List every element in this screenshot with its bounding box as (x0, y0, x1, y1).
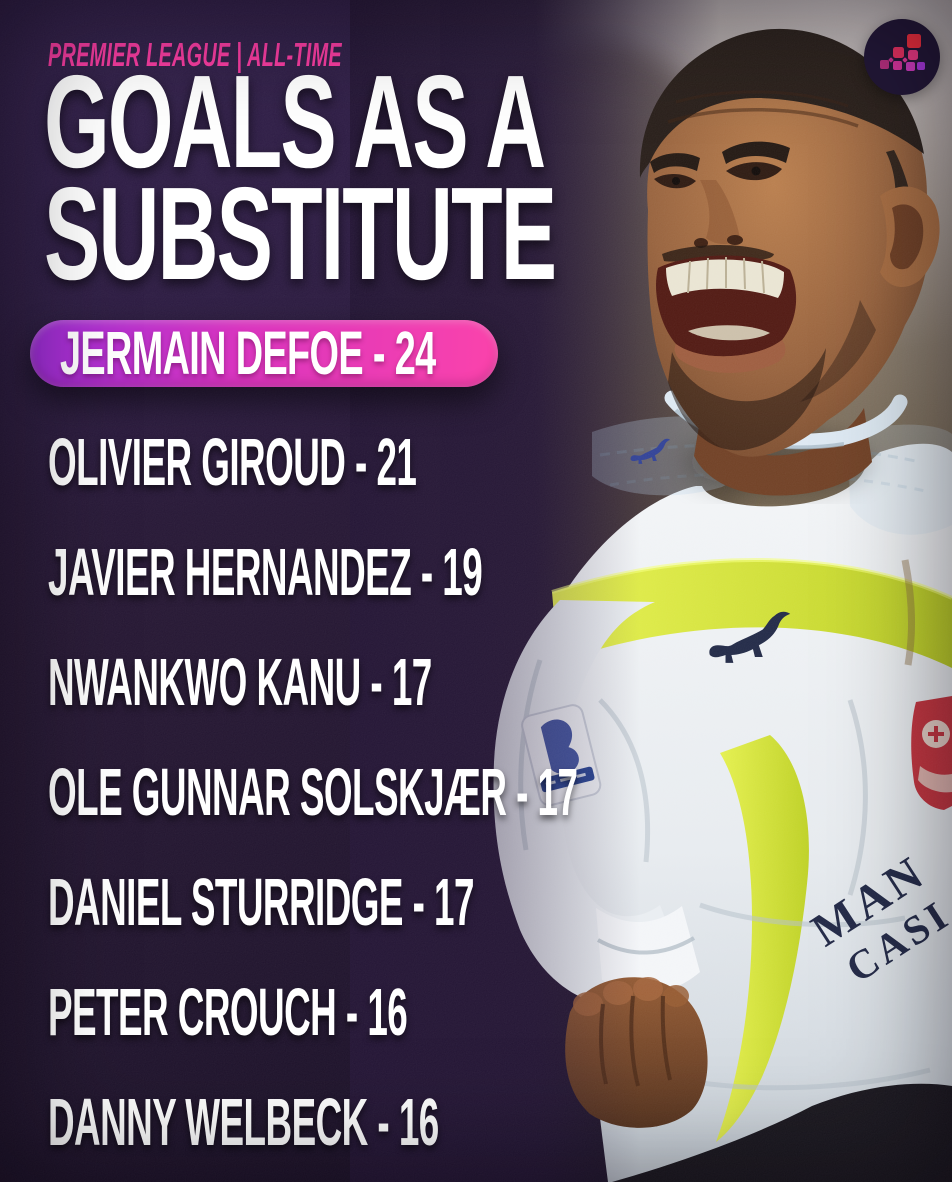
player-row: DANIEL STURRIDGE - 17 (48, 865, 474, 940)
player-row: DANNY WELBECK - 16 (48, 1085, 439, 1160)
player-ranking-list: OLIVIER GIROUD - 21 JAVIER HERNANDEZ - 1… (48, 429, 952, 1182)
player-row: OLIVIER GIROUD - 21 (48, 425, 417, 500)
leader-pill: JERMAIN DEFOE - 24 (30, 320, 498, 387)
eyebrow-label: PREMIER LEAGUE | ALL-TIME (48, 38, 538, 71)
page-title-line-2: SUBSTITUTE (44, 160, 557, 307)
player-row: PETER CROUCH - 16 (48, 975, 408, 1050)
player-row: OLE GUNNAR SOLSKJÆR - 17 (48, 755, 578, 830)
player-row: NWANKWO KANU - 17 (48, 645, 432, 720)
page-title-line-1: GOALS AS A (44, 48, 546, 195)
player-row: JAVIER HERNANDEZ - 19 (48, 535, 483, 610)
data-squares-logo (864, 19, 940, 95)
stats-staircase-icon (880, 34, 925, 71)
eyebrow-text: PREMIER LEAGUE | ALL-TIME (48, 36, 342, 73)
leader-label: JERMAIN DEFOE - 24 (60, 319, 436, 387)
